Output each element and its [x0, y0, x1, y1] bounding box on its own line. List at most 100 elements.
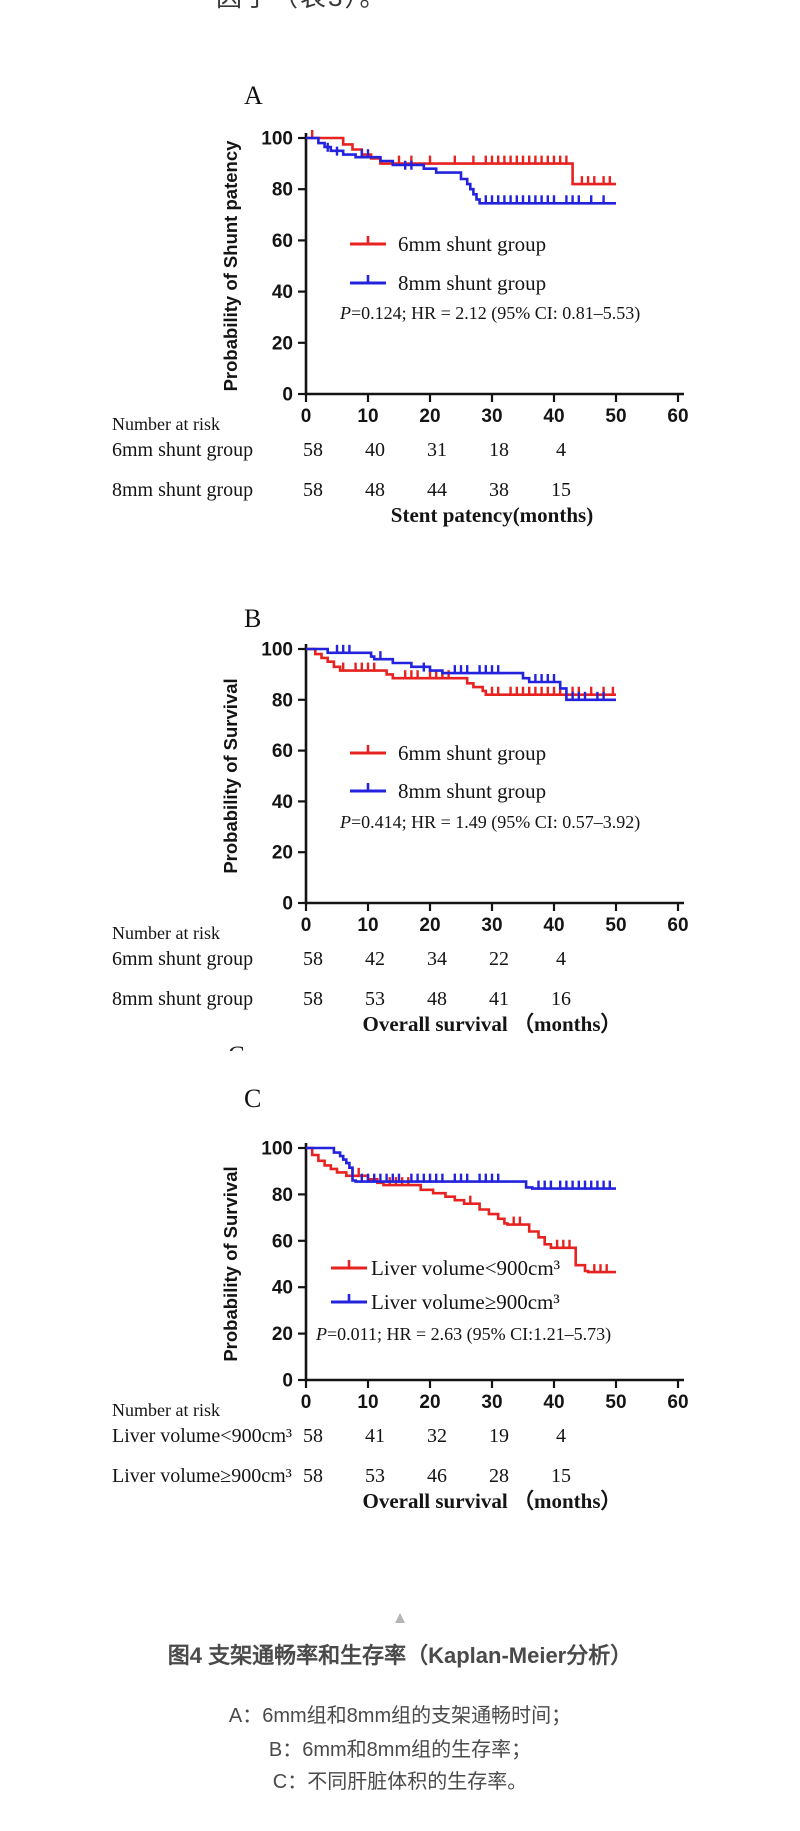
panel-c-risk-row-1-value-0: 58: [303, 1465, 323, 1487]
panel-c-y-tick-label: 60: [272, 1231, 293, 1252]
panel-c-risk-row-1-value-4: 15: [551, 1465, 571, 1487]
panel-b-letter: B: [244, 604, 261, 633]
panel-a-risk-row-1-value-2: 44: [427, 479, 447, 501]
panel-b-y-tick-label: 20: [272, 843, 293, 864]
panel-a-y-tick-label: 20: [272, 333, 293, 354]
panel-c-stats-text: P=0.011; HR = 2.63 (95% CI:1.21–5.73): [315, 1324, 611, 1345]
panel-c-risk-row-0-label: Liver volume<900cm³: [112, 1425, 292, 1447]
panel-b-stats-text: P=0.414; HR = 1.49 (95% CI: 0.57–3.92): [339, 812, 640, 833]
panel-b-x-tick-label: 40: [543, 915, 564, 936]
panel-c-letter: C: [244, 1084, 261, 1113]
panel-c-y-tick-label: 0: [282, 1371, 293, 1392]
panel-b-x-tick-label: 50: [605, 915, 626, 936]
panel-a-risk-row-1-value-1: 48: [365, 479, 385, 501]
panel-c-x-tick-label: 50: [605, 1392, 626, 1413]
panel-b-x-tick-label: 10: [357, 915, 378, 936]
panel-a-y-tick-label: 80: [272, 180, 293, 201]
panel-c-risk-row-1-value-3: 28: [489, 1465, 509, 1487]
panel-c-series-0-curve: [306, 1146, 616, 1274]
panel-c-risk-row-0-value-0: 58: [303, 1425, 323, 1447]
panel-c-x-tick-label: 30: [481, 1392, 502, 1413]
panel-a: A 100 80 60 40 20 00 10 20 30 40 50 60 Probability of…: [112, 81, 689, 527]
figure-caption-title: 图4 支架通畅率和生存率（Kaplan-Meier分析）: [167, 1643, 633, 1668]
panel-b-series-0-curve: [306, 647, 616, 696]
panel-c-x-tick-label: 20: [419, 1392, 440, 1413]
panel-b-y-tick-label: 40: [272, 792, 293, 813]
panel-c-y-tick-label: 80: [272, 1185, 293, 1206]
panel-c-x-tick-label: 40: [543, 1392, 564, 1413]
panel-a-y-axis-title: Probability of Shunt patency: [220, 140, 241, 392]
panel-a-legend-label-0: 6mm shunt group: [398, 232, 546, 256]
panel-c-risk-row-1-label: Liver volume≥900cm³: [112, 1465, 292, 1487]
panel-a-y-tick-label: 100: [261, 129, 293, 150]
panel-a-y-tick-label: 40: [272, 282, 293, 303]
panel-c-y-axis-title: Probability of Survival: [220, 1166, 241, 1361]
panel-b-y-tick-label: 80: [272, 690, 293, 711]
figure-caption-line-b: B：6mm和8mm组的生存率；: [268, 1739, 532, 1761]
panel-b-x-tick-label: 60: [667, 915, 688, 936]
panel-c-label-fragment-glyph: C: [228, 1041, 245, 1051]
panel-b-risk-row-0-value-3: 22: [489, 948, 509, 970]
panel-c-legend-label-1: Liver volume≥900cm³: [371, 1290, 560, 1314]
panel-a-x-tick-label: 10: [357, 406, 378, 427]
panel-b-risk-row-1-value-4: 16: [551, 988, 571, 1010]
panel-b-y-axis-title: Probability of Survival: [220, 678, 241, 873]
panel-b-risk-row-0-label: 6mm shunt group: [112, 948, 253, 970]
panel-a-risk-row-0-value-0: 58: [303, 439, 323, 461]
panel-c-label-fragment: C: [228, 1041, 245, 1051]
panel-c-x-tick-label: 60: [667, 1392, 688, 1413]
panel-a-legend-label-1: 8mm shunt group: [398, 271, 546, 295]
page-top-text: 因子（表3）。: [216, 0, 387, 10]
panel-b-y-tick-label: 100: [261, 640, 293, 661]
panel-b-y-tick-label: 0: [282, 894, 293, 915]
panel-c-risk-row-0-value-1: 41: [365, 1425, 385, 1447]
panel-b-x-tick-label: 30: [481, 915, 502, 936]
figure-caption-line-a: A：6mm组和8mm组的支架通畅时间；: [228, 1705, 572, 1727]
page-top-text-fragment: 因子（表3）。: [216, 0, 387, 13]
panel-a-x-axis-title: Stent patency(months): [391, 503, 593, 527]
panel-a-x-tick-label: 60: [667, 406, 688, 427]
panel-b-risk-row-0-value-1: 42: [365, 948, 385, 970]
panel-a-x-tick-label: 40: [543, 406, 564, 427]
panel-a-risk-row-0-value-1: 40: [365, 439, 385, 461]
collapse-triangle-icon[interactable]: ▲: [391, 1608, 409, 1627]
panel-c: C 100 80 60 40 20 00 10 20 30 40 50 60 Probability of…: [112, 1084, 689, 1513]
panel-a-risk-row-0-value-4: 4: [556, 439, 566, 461]
panel-c-x-axis-title: Overall survival （months）: [362, 1489, 621, 1513]
panel-c-risk-row-0-value-2: 32: [427, 1425, 447, 1447]
panel-a-x-tick-label: 50: [605, 406, 626, 427]
panel-b-x-tick-label: 0: [301, 915, 312, 936]
panel-b-risk-row-1-value-3: 41: [489, 988, 509, 1010]
panel-b-y-tick-label: 60: [272, 741, 293, 762]
panel-a-risk-row-0-value-2: 31: [427, 439, 447, 461]
panel-a-risk-row-1-value-4: 15: [551, 479, 571, 501]
panel-c-risk-row-1-value-1: 53: [365, 1465, 385, 1487]
panel-c-legend-label-0: Liver volume<900cm³: [371, 1256, 560, 1280]
panel-b-risk-row-0-value-2: 34: [427, 948, 447, 970]
panel-c-y-tick-label: 20: [272, 1324, 293, 1345]
panel-b-x-axis-title: Overall survival （months）: [362, 1012, 621, 1036]
panel-a-letter: A: [244, 81, 263, 110]
panel-c-x-tick-label: 10: [357, 1392, 378, 1413]
panel-b-risk-row-1-value-0: 58: [303, 988, 323, 1010]
panel-b-legend-label-1: 8mm shunt group: [398, 779, 546, 803]
panel-b-number-at-risk-header: Number at risk: [112, 923, 220, 943]
panel-c-risk-row-0-value-3: 19: [489, 1425, 509, 1447]
panel-c-risk-row-0-value-4: 4: [556, 1425, 566, 1447]
panel-b-risk-row-0-value-0: 58: [303, 948, 323, 970]
panel-a-risk-row-1-label: 8mm shunt group: [112, 479, 253, 501]
figure-caption-line-c: C：不同肝脏体积的生存率。: [272, 1771, 528, 1793]
panel-a-stats-text: P=0.124; HR = 2.12 (95% CI: 0.81–5.53): [339, 303, 640, 324]
panel-b-risk-row-1-value-1: 53: [365, 988, 385, 1010]
panel-b-legend-label-0: 6mm shunt group: [398, 741, 546, 765]
panel-c-x-tick-label: 0: [301, 1392, 312, 1413]
panel-c-series-1-curve: [306, 1146, 616, 1190]
panel-a-x-tick-label: 0: [301, 406, 312, 427]
panel-b-risk-row-1-value-2: 48: [427, 988, 447, 1010]
panel-c-y-tick-label: 100: [261, 1139, 293, 1160]
panel-a-y-tick-label: 0: [282, 385, 293, 406]
panel-b-series-1-curve: [306, 647, 616, 702]
panel-b-risk-row-0-value-4: 4: [556, 948, 566, 970]
